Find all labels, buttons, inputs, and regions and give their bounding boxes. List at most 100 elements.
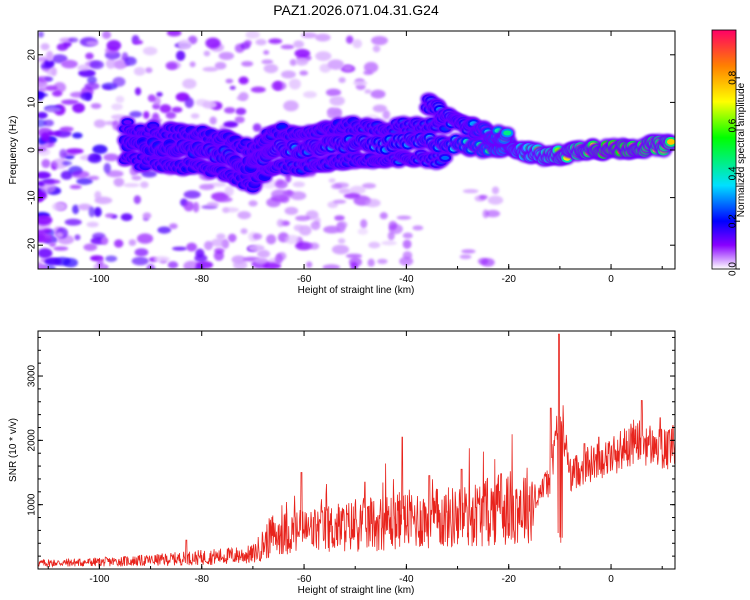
spectrogram-noise-blob [60,59,78,69]
spectrogram-noise-blob [131,175,142,181]
spectrogram-noise-blob [53,246,69,251]
spectrogram-noise-blob [286,189,293,198]
spectrogram-noise-blob [364,89,372,94]
spectrogram-noise-blob [43,119,54,127]
spectrogram-noise-blob [337,238,346,244]
spectrogram-noise-blob [83,243,98,251]
spectrogram-noise-blob [295,241,313,251]
spectrogram-noise-blob [137,233,154,244]
spectrogram-noise-blob [271,189,288,200]
spectrogram-noise-blob [184,97,194,109]
spectrogram-noise-blob [305,261,313,268]
spectrogram-noise-blob [51,158,69,169]
colorbar-ticks: 0.0 0.2 0.4 0.6 0.8 [728,70,740,276]
spectrogram-noise-blob [387,231,395,241]
spectrogram-noise-blob [169,223,178,230]
spectrogram-noise-blob [38,31,45,38]
spectrogram-noise-blob [38,87,47,93]
spectrogram-noise-blob [255,39,267,46]
spectrogram-noise-blob [257,249,271,258]
spectrogram-noise-blob [71,132,83,139]
spectrogram-noise-blob [44,257,62,266]
spectrogram-noise-blob [343,192,361,199]
spectrogram-noise-blob [65,148,84,155]
spectrogram-noise-blob [301,32,317,39]
spectrogram-noise-blob [142,46,158,56]
spectrogram-noise-blob [396,215,412,220]
spectrogram-noise-blob [78,69,96,78]
spectrogram-noise-blob [105,255,118,262]
spectrogram-noise-blob [303,91,317,99]
spectrogram-noise-blob [248,200,258,207]
spectrogram-x-label: Height of straight line (km) [298,285,415,296]
spectrogram-noise-blob [331,244,350,255]
spectrogram-noise-blob [134,248,149,257]
spectrogram-noise-blob [370,89,386,99]
spectrogram-noise-blob [69,184,82,190]
snr-x-tick-label: -80 [195,574,210,585]
spectrogram-noise-blob [87,76,97,85]
spectrogram-noise-blob [153,256,170,263]
spectrogram-noise-blob [284,234,300,245]
spectrogram-noise-blob [202,100,217,109]
spectrogram-noise-blob [183,201,195,212]
spectrogram-noise-blob [105,213,115,218]
colorbar-tick-label: 0.0 [728,262,739,276]
spectrogram-noise-blob [105,58,116,69]
spectrogram-noise-blob [388,220,398,231]
spectrogram-noise-blob [42,179,61,185]
spectrogram-ridge-core [441,155,450,160]
spectrogram-x-tick-label: -40 [399,274,414,285]
spectrogram-noise-blob [294,48,311,58]
spectrogram-noise-blob [120,213,133,221]
spectrogram-noise-blob [325,88,342,97]
spectrogram-noise-blob [55,231,64,238]
spectrogram-noise-blob [210,238,227,247]
spectrogram-noise-blob [263,50,270,55]
colorbar-tick-label: 0.2 [728,214,739,228]
spectrogram-noise-blob [183,190,201,199]
spectrogram-noise-blob [241,60,254,67]
spectrogram-noise-blob [106,39,122,51]
spectrogram-noise-blob [115,95,125,104]
spectrogram-noise-blob [327,107,342,116]
snr-series-line [38,333,675,568]
spectrogram-x-tick-label: -80 [195,274,210,285]
colorbar-tick-label: 0.6 [728,118,739,132]
spectrogram-noise-blob [248,244,265,252]
spectrogram-noise-blob [192,201,200,213]
spectrogram-noise-blob [263,262,282,269]
spectrogram-noise-blob [266,234,277,245]
spectrogram-noise-blob [141,170,157,178]
spectrogram-ridge-core [260,174,269,179]
spectrogram-noise-blob [40,132,50,142]
colorbar-tick-label: 0.8 [728,70,739,84]
spectrogram-noise-blob [68,37,79,43]
snr-x-axis: -100 -80 -60 -40 -20 0 [47,331,663,585]
spectrogram-noise-blob [377,258,388,264]
spectrogram-noise-blob [289,59,297,66]
spectrogram-noise-blob [186,242,198,252]
spectrogram-noise-blob [367,258,375,267]
spectrogram-noise-blob [379,212,388,220]
spectrogram-noise-blob [459,254,472,260]
spectrogram-noise-blob [93,207,102,217]
spectrogram-noise-blob [216,233,226,240]
spectrogram-noise-blob [103,153,119,162]
colorbar-label: Normalized spectral amplitude [736,82,747,217]
spectrogram-noise-blob [84,82,100,90]
spectrogram-noise-blob [113,177,125,187]
spectrogram-noise-blob [157,226,172,234]
spectrogram-noise-blob [364,198,381,208]
spectrogram-noise-blob [334,215,345,221]
spectrogram-noise-blob [461,249,476,254]
spectrogram-ridge [116,92,675,195]
spectrogram-noise-blob [38,171,51,179]
snr-plot: -100 -80 -60 -40 -20 0 1000 2000 3000 Height of… [8,330,676,596]
spectrogram-noise-blob [59,126,74,132]
spectrogram-noise-blob [218,51,235,61]
spectrogram-ridge-core [503,130,512,136]
spectrogram-noise-blob [280,44,295,50]
spectrogram-noise-blob [238,92,249,101]
spectrogram-noise-blob [240,228,248,235]
